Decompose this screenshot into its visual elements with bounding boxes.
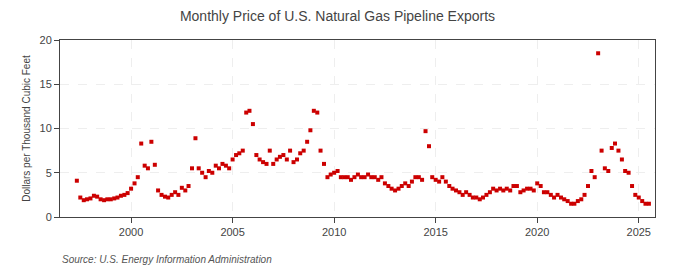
svg-text:15: 15: [40, 78, 52, 90]
svg-text:Monthly Price of U.S. Natural: Monthly Price of U.S. Natural Gas Pipeli…: [180, 8, 495, 24]
svg-text:2000: 2000: [119, 226, 143, 238]
svg-text:Dollars per Thousand Cubic Fee: Dollars per Thousand Cubic Feet: [21, 55, 32, 202]
svg-text:2010: 2010: [322, 226, 346, 238]
svg-text:Source: U.S. Energy Informatio: Source: U.S. Energy Information Administ…: [62, 254, 272, 265]
svg-text:2025: 2025: [627, 226, 651, 238]
svg-text:2005: 2005: [220, 226, 244, 238]
svg-text:0: 0: [46, 211, 52, 223]
svg-text:20: 20: [40, 34, 52, 46]
svg-text:2015: 2015: [423, 226, 447, 238]
svg-text:5: 5: [46, 167, 52, 179]
svg-text:2020: 2020: [525, 226, 549, 238]
svg-text:10: 10: [40, 122, 52, 134]
